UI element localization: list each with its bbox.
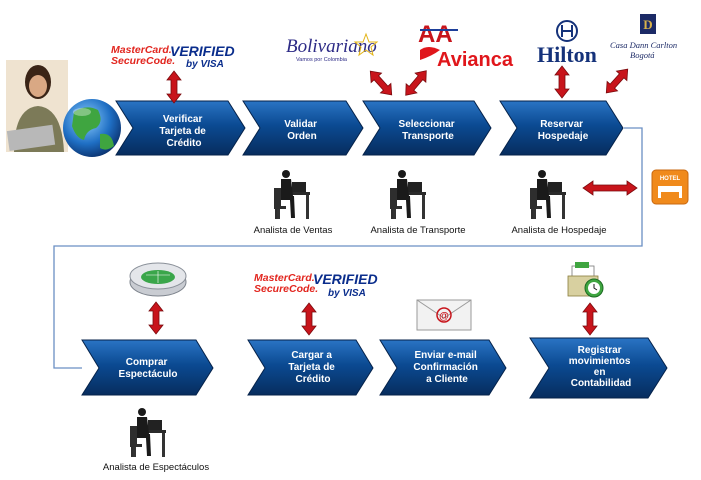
step-label-line: Confirmación xyxy=(413,362,477,373)
avianca-text: Avianca xyxy=(437,49,514,71)
hilton-text: Hilton xyxy=(537,42,597,67)
step-label-line: Tarjeta de xyxy=(159,126,206,137)
step-label-line: Crédito xyxy=(296,374,331,385)
globe-icon xyxy=(63,99,121,157)
mastercard-line2: SecureCode. xyxy=(111,55,175,67)
step-label-line: Registrar xyxy=(578,345,622,356)
flow-connector xyxy=(53,127,643,369)
verified-text-2: VERIFIED xyxy=(313,271,378,287)
analyst-transporte-label: Analista de Transporte xyxy=(370,225,465,236)
step-reservar-hospedaje: Reservar Hospedaje xyxy=(499,100,624,156)
step-verificar-tarjeta: Verificar Tarjeta de Crédito xyxy=(115,100,246,156)
svg-text:Registrar movimientos: Registrar movimientos en Contabilidad xyxy=(569,345,633,389)
step-comprar-espectaculo: Comprar Espectáculo xyxy=(81,339,214,396)
step-cargar-tarjeta: Cargar a Tarjeta de Crédito xyxy=(247,339,374,396)
mastercard-line1-2: MasterCard. xyxy=(254,272,315,284)
mastercard-line1: MasterCard. xyxy=(111,44,172,56)
svg-text:Verificar Tarjeta de: Verificar Tarjeta de Crédito xyxy=(159,114,208,149)
svg-text:Cargar a Tarjeta de: Cargar a Tarjeta de Crédito xyxy=(288,350,337,385)
step-label-line: Hospedaje xyxy=(538,131,589,142)
arrow-stadium-icon xyxy=(148,301,164,335)
step-label-line: Espectáculo xyxy=(119,369,178,380)
hotel-text: HOTEL xyxy=(660,176,681,182)
svg-text:Comprar Espectáculo: Comprar Espectáculo xyxy=(119,357,178,380)
accounting-clock-icon xyxy=(567,262,604,298)
step-label-line: Enviar e-mail xyxy=(414,350,476,361)
hilton-logo: Hilton xyxy=(537,20,597,67)
step-label-line: Comprar xyxy=(126,357,168,368)
mastercard-securecode-logo: MasterCard. SecureCode. xyxy=(111,44,175,67)
verified-by-visa-logo: VERIFIED by VISA xyxy=(170,43,235,70)
step-label-line: Reservar xyxy=(540,119,583,130)
analyst-espectaculos-icon xyxy=(130,408,166,457)
svg-text:Seleccionar Transporte: Seleccionar Transporte xyxy=(399,119,458,142)
arrow-accounting-icon xyxy=(582,302,598,336)
email-envelope-icon: @ xyxy=(416,299,472,331)
step-label-line: Contabilidad xyxy=(571,378,632,389)
mastercard-securecode-logo-2: MasterCard. SecureCode. xyxy=(254,272,318,295)
arrow-card-verify-icon xyxy=(166,70,182,104)
bolivariano-text: Bolivariano xyxy=(286,36,377,57)
step-label-line: a Cliente xyxy=(426,374,468,385)
step-registrar-contabilidad: Registrar movimientos en Contabilidad xyxy=(529,337,668,399)
by-visa-text: by VISA xyxy=(186,59,224,70)
analyst-ventas-label: Analista de Ventas xyxy=(254,225,333,236)
step-label-line: Crédito xyxy=(167,138,202,149)
casa-line1: Casa Dann Carlton xyxy=(610,40,677,50)
svg-text:Reservar Hospedaje: Reservar Hospedaje xyxy=(538,119,589,142)
bolivariano-logo: Bolivariano Vamos por Colombia xyxy=(286,32,379,63)
svg-text:D: D xyxy=(643,17,652,32)
analyst-ventas-icon xyxy=(274,170,310,219)
step-label-line: Tarjeta de xyxy=(288,362,335,373)
analyst-hospedaje-icon xyxy=(530,170,566,219)
avianca-logo: Avianca xyxy=(420,47,514,71)
bolivariano-sub: Vamos por Colombia xyxy=(296,57,348,63)
analyst-transporte-icon xyxy=(390,170,426,219)
step-label-line: en xyxy=(594,367,606,378)
arrow-avianca-icon xyxy=(399,65,433,101)
by-visa-text-2: by VISA xyxy=(328,288,366,299)
step-label-line: Verificar xyxy=(163,114,203,125)
step-label-line: Cargar a xyxy=(291,350,332,361)
customer-photo-icon xyxy=(6,60,68,152)
svg-text:@: @ xyxy=(439,311,449,322)
analyst-espectaculos-label: Analista de Espectáculos xyxy=(103,462,209,473)
mastercard-line2-2: SecureCode. xyxy=(254,283,318,295)
verified-by-visa-logo-2: VERIFIED by VISA xyxy=(313,271,378,299)
step-seleccionar-transporte: Seleccionar Transporte xyxy=(362,100,492,156)
arrow-casa-icon xyxy=(600,64,634,98)
hotel-icon: HOTEL xyxy=(651,169,689,205)
stadium-icon xyxy=(129,262,187,297)
svg-text:Enviar e-mail Confirmaci: Enviar e-mail Confirmación a Cliente xyxy=(413,350,480,385)
step-validar-orden: Validar Orden xyxy=(242,100,364,156)
casa-dann-carlton-logo: D Casa Dann Carlton Bogotá xyxy=(610,14,677,60)
aa-text: AA xyxy=(418,21,453,48)
step-label-line: Orden xyxy=(287,131,316,142)
step-label-line: Seleccionar xyxy=(399,119,455,130)
step-label-line: Validar xyxy=(284,119,317,130)
arrow-card-charge-icon xyxy=(301,302,317,336)
casa-line2: Bogotá xyxy=(630,50,655,60)
step-label-line: Transporte xyxy=(402,131,454,142)
verified-text: VERIFIED xyxy=(170,43,235,59)
step-label-line: movimientos xyxy=(569,356,631,367)
svg-text:Validar Orden: Validar Orden xyxy=(284,119,320,142)
arrow-bolivariano-icon xyxy=(364,66,398,100)
american-airlines-logo: AA xyxy=(418,21,458,48)
arrow-hotel-icon xyxy=(582,180,638,196)
arrow-hilton-icon xyxy=(554,65,570,99)
analyst-hospedaje-label: Analista de Hospedaje xyxy=(511,225,606,236)
step-enviar-email: Enviar e-mail Confirmación a Cliente xyxy=(379,339,507,396)
